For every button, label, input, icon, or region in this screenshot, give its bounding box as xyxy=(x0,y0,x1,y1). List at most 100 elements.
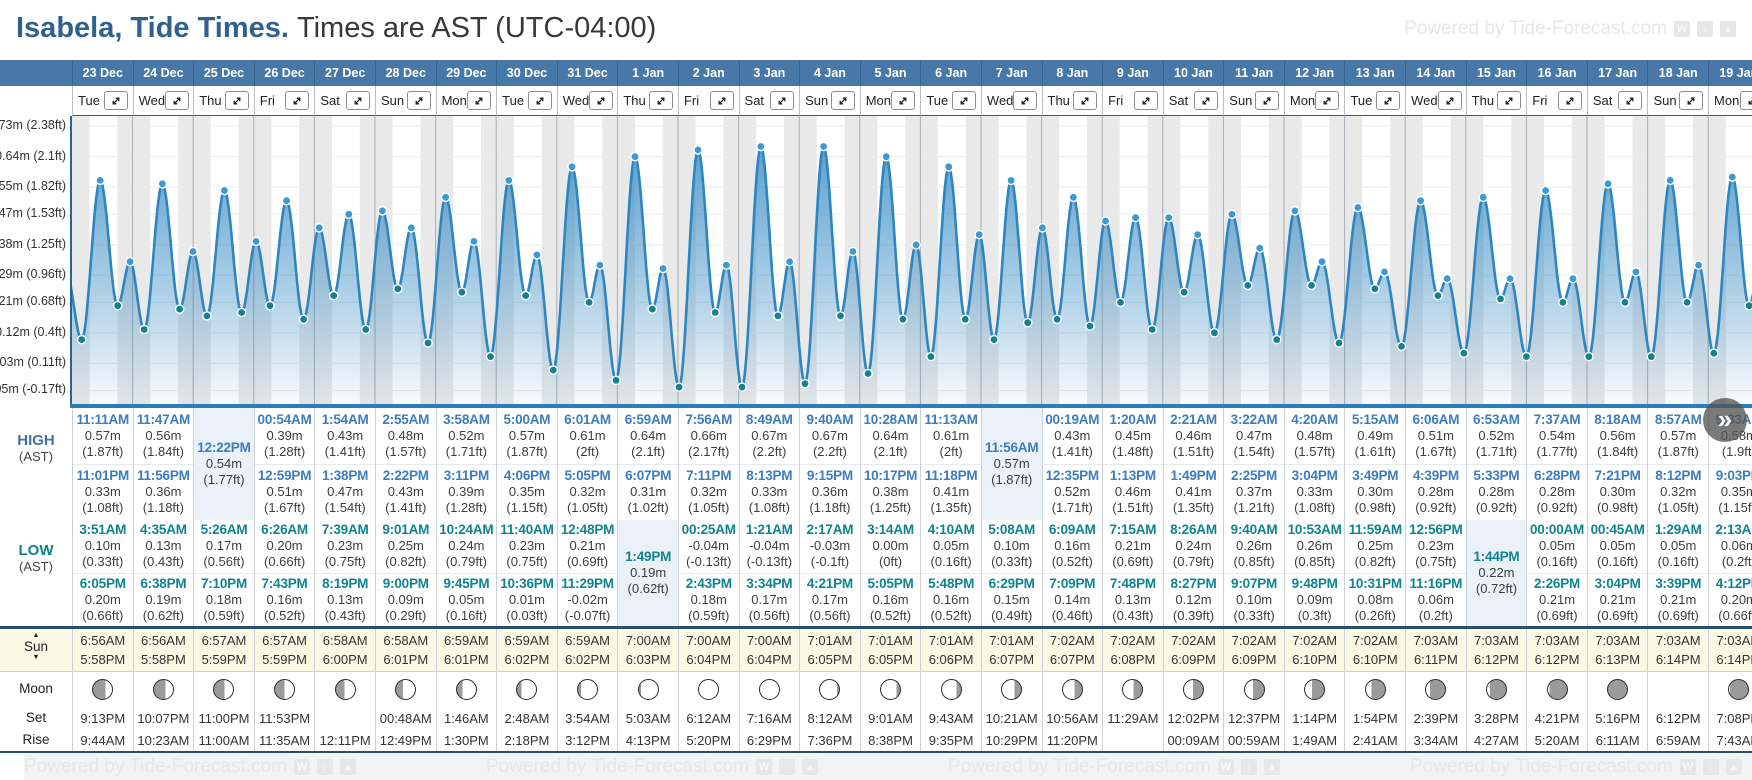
next-days-button[interactable]: » xyxy=(1703,398,1747,442)
watermark-download-icon: ↓ xyxy=(316,758,333,775)
sun-times-cell: 7:02AM 6:09PM xyxy=(1223,629,1284,671)
weekday-cell: Mon xyxy=(435,86,497,116)
tide-height-ft: (0.79ft) xyxy=(445,554,487,570)
tide-time: 11:29PM xyxy=(561,575,614,591)
tide-entry: 3:49PM 0.30m (0.98ft) xyxy=(1345,463,1406,521)
expand-day-button[interactable] xyxy=(1679,91,1704,110)
moon-phase-cell xyxy=(1344,672,1406,707)
tide-entry: 00:45AM 0.05m (0.16ft) xyxy=(1588,520,1648,573)
tide-height-m: 0.21m xyxy=(1599,591,1636,607)
high-tide-point xyxy=(1693,260,1704,270)
expand-day-button[interactable] xyxy=(165,91,190,110)
tide-height-m: 0.39m xyxy=(448,484,485,500)
sunrise-time: 7:02AM xyxy=(1292,633,1338,648)
tide-time: 6:29PM xyxy=(988,575,1035,591)
tide-entry: 3:11PM 0.39m (1.28ft) xyxy=(436,463,497,521)
moonset-time: 3:28PM xyxy=(1465,707,1527,729)
tide-time: 8:57AM xyxy=(1654,411,1702,427)
expand-day-button[interactable] xyxy=(103,91,128,110)
expand-day-button[interactable] xyxy=(1376,91,1401,110)
tide-height-m: 0.30m xyxy=(1599,484,1636,500)
sunrise-time: 7:02AM xyxy=(1231,633,1277,648)
moon-phase-icon xyxy=(213,679,235,700)
footer-bar: Powered by Tide-Forecast.com W ↓ ▲ Powered b… xyxy=(0,753,1752,780)
expand-day-button[interactable] xyxy=(1315,91,1340,110)
low-tide-point xyxy=(1744,300,1752,311)
tide-time: 2:13AM xyxy=(1715,522,1752,538)
high-tide-cell: 9:40AM 0.67m (2.2ft) 9:15PM 0.36m (1.18ft) xyxy=(799,408,860,520)
tide-time: 7:15AM xyxy=(1109,522,1157,538)
high-row-label: HIGH (AST) xyxy=(17,432,55,464)
expand-day-button[interactable] xyxy=(467,91,492,110)
expand-day-button[interactable] xyxy=(589,91,614,110)
low-tide-point xyxy=(360,324,371,335)
high-tide-cell: 3:58AM 0.52m (1.71ft) 3:11PM 0.39m (1.28ft) xyxy=(435,408,497,521)
high-tide-cell: 11:56AM 0.57m (1.87ft) xyxy=(980,408,1042,520)
tide-time: 8:19PM xyxy=(322,575,369,591)
tide-height-ft: (0.56ft) xyxy=(748,607,790,623)
tide-height-ft: (2.2ft) xyxy=(752,443,787,459)
weekday-cell: Sun xyxy=(799,86,860,116)
expand-day-button[interactable] xyxy=(1254,91,1279,110)
expand-day-button[interactable] xyxy=(345,91,370,110)
tide-height-ft: (1.41ft) xyxy=(1051,443,1093,459)
tide-entry: 12:35PM 0.52m (1.71ft) xyxy=(1042,463,1103,521)
expand-icon xyxy=(1626,97,1634,104)
expand-day-button[interactable] xyxy=(1739,91,1752,110)
moon-phase-icon xyxy=(274,679,296,700)
high-tide-cell: 2:55AM 0.48m (1.57ft) 2:22PM 0.43m (1.41ft) xyxy=(374,408,436,520)
expand-day-button[interactable] xyxy=(951,91,976,110)
tide-time: 3:39PM xyxy=(1655,575,1702,591)
date-header-cell: 23 Dec xyxy=(72,60,133,86)
sunrise-time: 6:56AM xyxy=(140,633,186,648)
expand-day-button[interactable] xyxy=(1194,91,1219,110)
tide-height-ft: (1.71ft) xyxy=(1475,443,1518,459)
expand-day-button[interactable] xyxy=(1013,91,1038,110)
high-tide-cell: 11:11AM 0.57m (1.87ft) 11:01PM 0.33m (1.08ft) xyxy=(72,408,133,520)
low-tide-cell: 4:10AM 0.05m (0.16ft) 5:48PM 0.16m (0.52ft) xyxy=(920,520,981,626)
tide-time: 6:06AM xyxy=(1412,411,1460,427)
expand-day-button[interactable] xyxy=(1133,91,1158,110)
sunrise-time: 7:00AM xyxy=(625,633,671,648)
sunset-time: 6:08PM xyxy=(1110,652,1156,667)
expand-day-button[interactable] xyxy=(709,91,734,110)
expand-day-button[interactable] xyxy=(830,91,855,110)
tide-height-m: 0.56m xyxy=(145,427,182,443)
tide-time: 12:56PM xyxy=(1409,522,1463,538)
weekday-label: Sun xyxy=(1653,93,1677,108)
tide-height-m: 0.13m xyxy=(1114,591,1151,607)
high-tide-cell: 00:54AM 0.39m (1.28ft) 12:59PM 0.51m (1.67ft) xyxy=(253,408,315,520)
weekday-label: Thu xyxy=(199,93,222,108)
tide-time: 5:33PM xyxy=(1473,468,1520,484)
expand-day-button[interactable] xyxy=(527,91,552,110)
expand-day-button[interactable] xyxy=(1497,91,1522,110)
expand-day-button[interactable] xyxy=(1618,91,1643,110)
high-tide-point xyxy=(377,206,388,216)
tide-height-ft: (1.48ft) xyxy=(1112,443,1154,459)
expand-day-button[interactable] xyxy=(770,91,795,110)
tide-height-ft: (1.84ft) xyxy=(142,443,184,459)
tide-entry: 9:07PM 0.10m (0.33ft) xyxy=(1224,572,1284,627)
expand-day-button[interactable] xyxy=(285,91,310,110)
moon-phase-icon xyxy=(698,679,720,700)
expand-day-button[interactable] xyxy=(1437,91,1462,110)
expand-day-button[interactable] xyxy=(1073,91,1098,110)
expand-day-button[interactable] xyxy=(406,91,431,110)
expand-day-button[interactable] xyxy=(891,91,916,110)
low-tide-point xyxy=(1646,351,1657,362)
expand-day-button[interactable] xyxy=(648,91,673,110)
tide-entry: 10:28AM 0.64m (2.1ft) xyxy=(861,408,921,464)
sunrise-time: 7:03AM xyxy=(1655,633,1701,648)
tide-time: 11:59AM xyxy=(1348,522,1403,538)
tide-entry: 4:35AM 0.13m (0.43ft) xyxy=(134,520,194,573)
sun-times-cell: 6:58AM 6:01PM xyxy=(374,629,436,671)
tide-time: 12:48PM xyxy=(560,522,615,538)
high-tide-point xyxy=(1505,273,1515,284)
y-axis-tick-label: 0.21m (0.68ft) xyxy=(0,294,66,309)
expand-day-button[interactable] xyxy=(1557,91,1582,110)
moon-phase-icon xyxy=(152,679,174,700)
tide-height-m: 0.05m xyxy=(1599,538,1636,554)
tide-time: 00:45AM xyxy=(1590,522,1645,538)
expand-day-button[interactable] xyxy=(224,91,249,110)
date-header-cell: 1 Jan xyxy=(617,60,678,86)
